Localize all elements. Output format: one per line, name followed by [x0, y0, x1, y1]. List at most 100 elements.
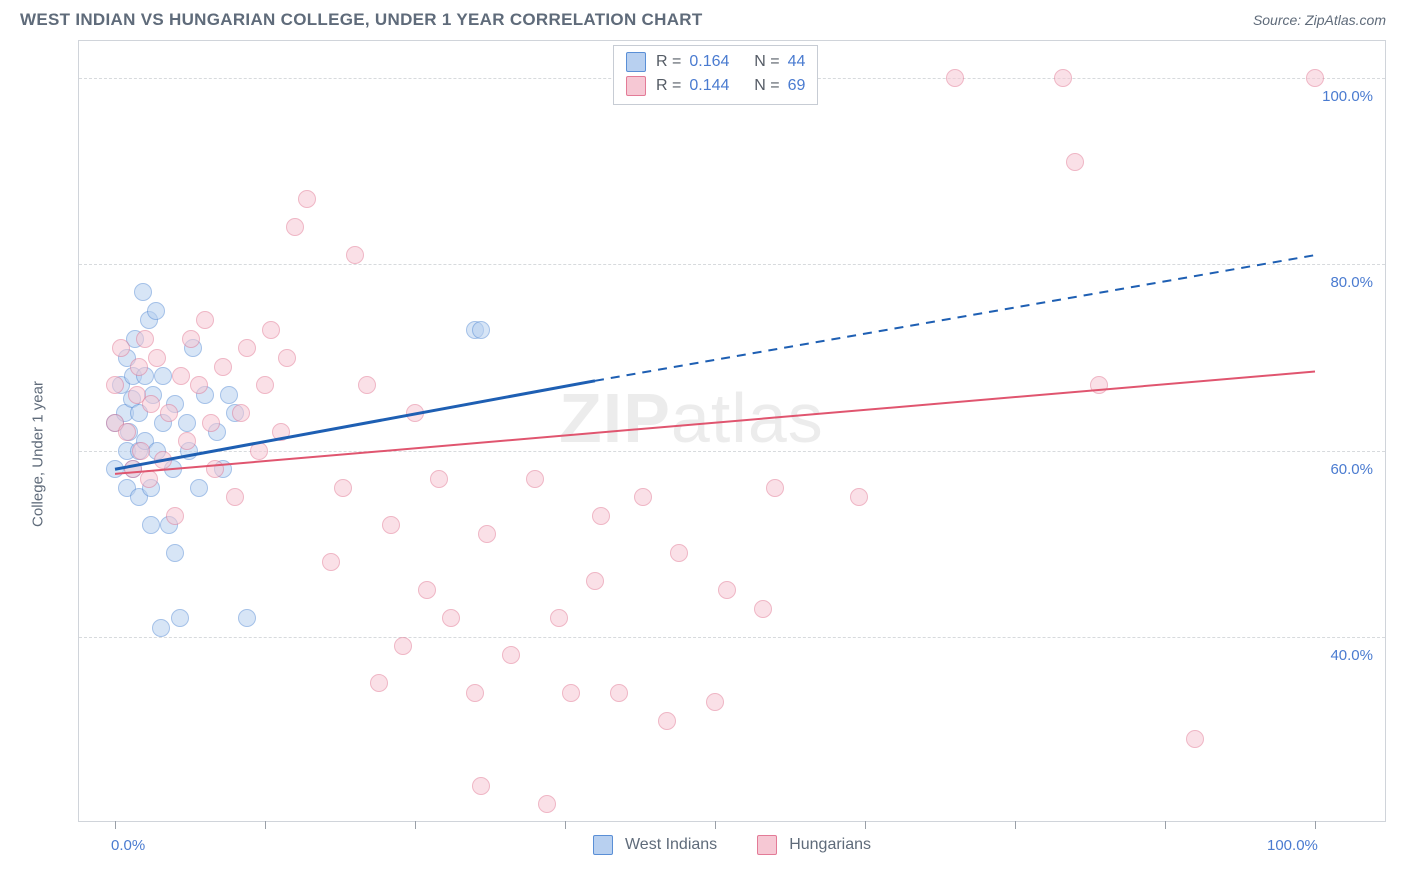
data-point — [766, 479, 784, 497]
gridline — [79, 637, 1385, 638]
data-point — [466, 684, 484, 702]
data-point — [206, 460, 224, 478]
data-point — [238, 609, 256, 627]
data-point — [256, 376, 274, 394]
series-legend: West Indians Hungarians — [79, 835, 1385, 855]
data-point — [370, 674, 388, 692]
scatter-plot: 40.0%60.0%80.0%100.0%0.0%100.0%ZIPatlasR… — [78, 40, 1386, 822]
data-point — [130, 358, 148, 376]
y-tick-label: 40.0% — [1330, 647, 1373, 664]
data-point — [124, 460, 142, 478]
data-point — [132, 442, 150, 460]
data-point — [1090, 376, 1108, 394]
data-point — [262, 321, 280, 339]
data-point — [182, 330, 200, 348]
data-point — [142, 516, 160, 534]
data-point — [406, 404, 424, 422]
data-point — [394, 637, 412, 655]
legend-swatch — [593, 835, 613, 855]
gridline — [79, 264, 1385, 265]
data-point — [346, 246, 364, 264]
data-point — [278, 349, 296, 367]
chart-container: College, Under 1 year 40.0%60.0%80.0%100… — [20, 34, 1386, 874]
chart-header: WEST INDIAN VS HUNGARIAN COLLEGE, UNDER … — [0, 0, 1406, 34]
x-tick — [1315, 821, 1316, 829]
data-point — [106, 460, 124, 478]
y-tick-label: 60.0% — [1330, 461, 1373, 478]
x-tick — [1165, 821, 1166, 829]
data-point — [220, 386, 238, 404]
data-point — [202, 414, 220, 432]
y-tick-label: 100.0% — [1322, 88, 1373, 105]
data-point — [166, 544, 184, 562]
x-tick — [865, 821, 866, 829]
data-point — [1186, 730, 1204, 748]
data-point — [136, 330, 154, 348]
data-point — [147, 302, 165, 320]
data-point — [592, 507, 610, 525]
data-point — [562, 684, 580, 702]
data-point — [1306, 69, 1324, 87]
data-point — [472, 321, 490, 339]
data-point — [171, 609, 189, 627]
data-point — [166, 507, 184, 525]
chart-title: WEST INDIAN VS HUNGARIAN COLLEGE, UNDER … — [20, 10, 703, 30]
data-point — [538, 795, 556, 813]
data-point — [634, 488, 652, 506]
legend-label: Hungarians — [789, 836, 871, 854]
data-point — [142, 395, 160, 413]
legend-label: West Indians — [625, 836, 717, 854]
data-point — [478, 525, 496, 543]
chart-source: Source: ZipAtlas.com — [1253, 12, 1386, 28]
data-point — [382, 516, 400, 534]
data-point — [610, 684, 628, 702]
data-point — [152, 619, 170, 637]
data-point — [706, 693, 724, 711]
data-point — [472, 777, 490, 795]
data-point — [134, 283, 152, 301]
legend-swatch — [626, 52, 646, 72]
data-point — [334, 479, 352, 497]
data-point — [442, 609, 460, 627]
data-point — [154, 367, 172, 385]
legend-item: West Indians — [593, 835, 717, 855]
data-point — [250, 442, 268, 460]
data-point — [754, 600, 772, 618]
data-point — [178, 414, 196, 432]
data-point — [298, 190, 316, 208]
data-point — [322, 553, 340, 571]
legend-swatch — [626, 76, 646, 96]
data-point — [586, 572, 604, 590]
data-point — [286, 218, 304, 236]
data-point — [118, 423, 136, 441]
x-tick — [565, 821, 566, 829]
y-tick-label: 80.0% — [1330, 274, 1373, 291]
x-tick — [1015, 821, 1016, 829]
data-point — [1066, 153, 1084, 171]
data-point — [430, 470, 448, 488]
stats-legend: R =0.164 N =44R =0.144 N =69 — [613, 45, 818, 105]
x-tick — [115, 821, 116, 829]
legend-swatch — [757, 835, 777, 855]
data-point — [658, 712, 676, 730]
data-point — [214, 358, 232, 376]
data-point — [1054, 69, 1072, 87]
x-tick — [715, 821, 716, 829]
data-point — [550, 609, 568, 627]
data-point — [190, 479, 208, 497]
data-point — [238, 339, 256, 357]
data-point — [502, 646, 520, 664]
data-point — [140, 470, 158, 488]
data-point — [272, 423, 290, 441]
data-point — [418, 581, 436, 599]
data-point — [670, 544, 688, 562]
data-point — [358, 376, 376, 394]
x-tick — [415, 821, 416, 829]
data-point — [148, 349, 166, 367]
gridline — [79, 451, 1385, 452]
data-point — [718, 581, 736, 599]
watermark: ZIPatlas — [559, 378, 824, 458]
data-point — [946, 69, 964, 87]
data-point — [850, 488, 868, 506]
stats-legend-row: R =0.164 N =44 — [626, 50, 805, 74]
